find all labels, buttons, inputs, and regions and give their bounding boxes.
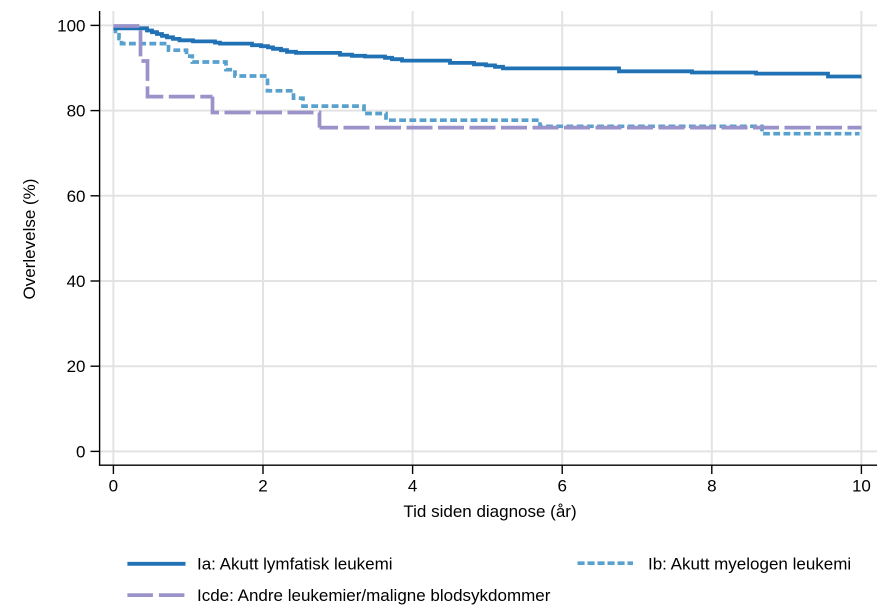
svg-text:60: 60 [67, 187, 86, 206]
svg-text:0: 0 [76, 442, 85, 461]
svg-text:20: 20 [67, 357, 86, 376]
svg-text:8: 8 [707, 477, 716, 496]
svg-text:0: 0 [109, 477, 118, 496]
svg-text:4: 4 [408, 477, 417, 496]
svg-text:Ia: Akutt lymfatisk leukemi: Ia: Akutt lymfatisk leukemi [197, 554, 393, 573]
svg-text:Icde: Andre leukemier/maligne: Icde: Andre leukemier/maligne blodsykdom… [197, 586, 551, 605]
svg-text:Ib: Akutt myelogen leukemi: Ib: Akutt myelogen leukemi [648, 554, 851, 573]
svg-text:80: 80 [67, 102, 86, 121]
svg-text:10: 10 [852, 477, 871, 496]
svg-text:2: 2 [258, 477, 267, 496]
svg-text:100: 100 [57, 16, 85, 35]
svg-text:40: 40 [67, 272, 86, 291]
svg-text:Tid siden diagnose (år): Tid siden diagnose (år) [403, 502, 576, 521]
svg-text:6: 6 [557, 477, 566, 496]
svg-text:Overlevelse (%): Overlevelse (%) [20, 179, 39, 300]
